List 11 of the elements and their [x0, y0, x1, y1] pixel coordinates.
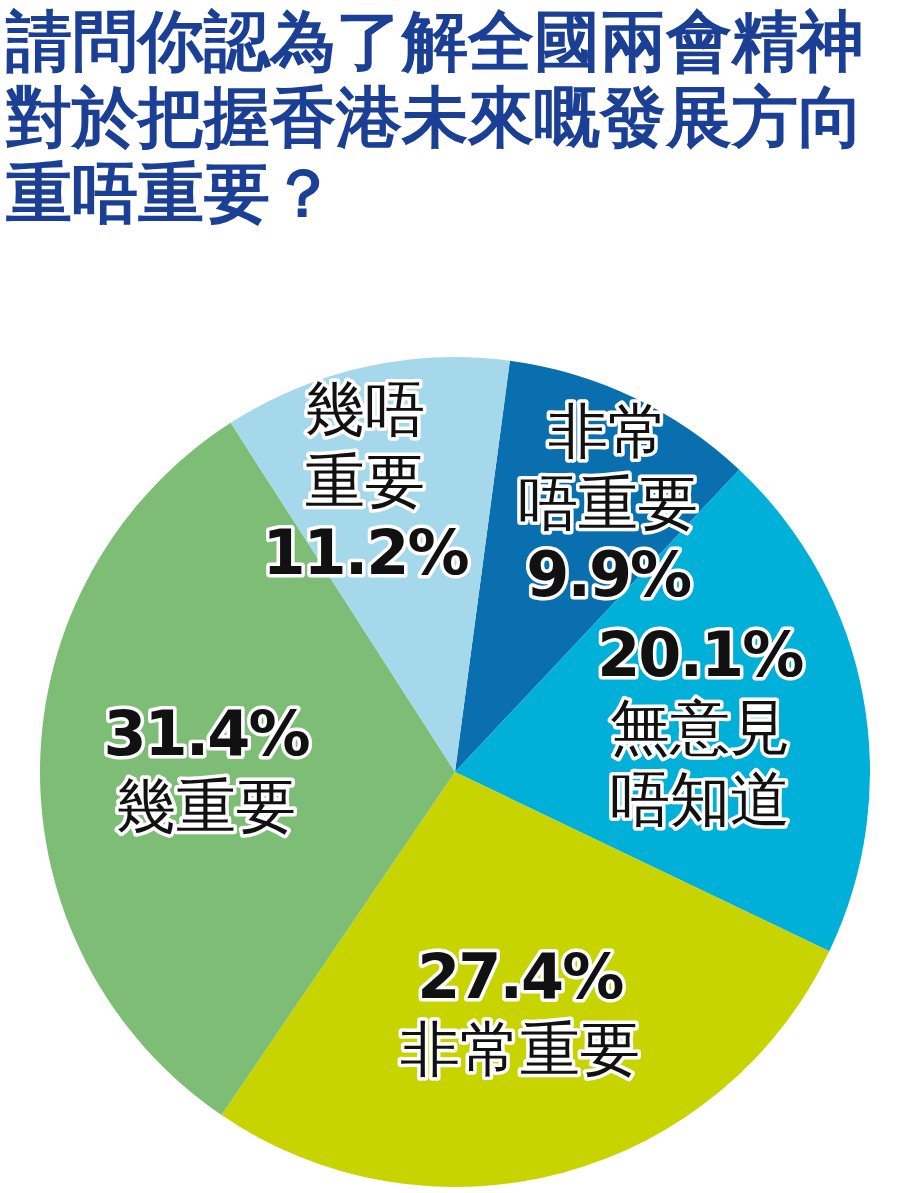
- chart-title: 請問你認為了解全國兩會精神對於把握香港未來嘅發展方向重唔重要？: [6, 3, 865, 232]
- data-label: 27.4%: [417, 940, 624, 1014]
- slice-label: 非常重要: [399, 1014, 640, 1085]
- data-label: 31.4%: [103, 696, 310, 770]
- slice-label: 幾唔重要: [305, 374, 426, 517]
- data-label: 20.1%: [597, 618, 804, 692]
- slice-label: 幾重要: [116, 770, 297, 841]
- slice-label: 無意見唔知道: [609, 692, 790, 835]
- slice-label: 非常唔重要: [518, 396, 699, 539]
- data-label: 11.2%: [262, 516, 469, 590]
- data-label: 9.9%: [526, 538, 692, 612]
